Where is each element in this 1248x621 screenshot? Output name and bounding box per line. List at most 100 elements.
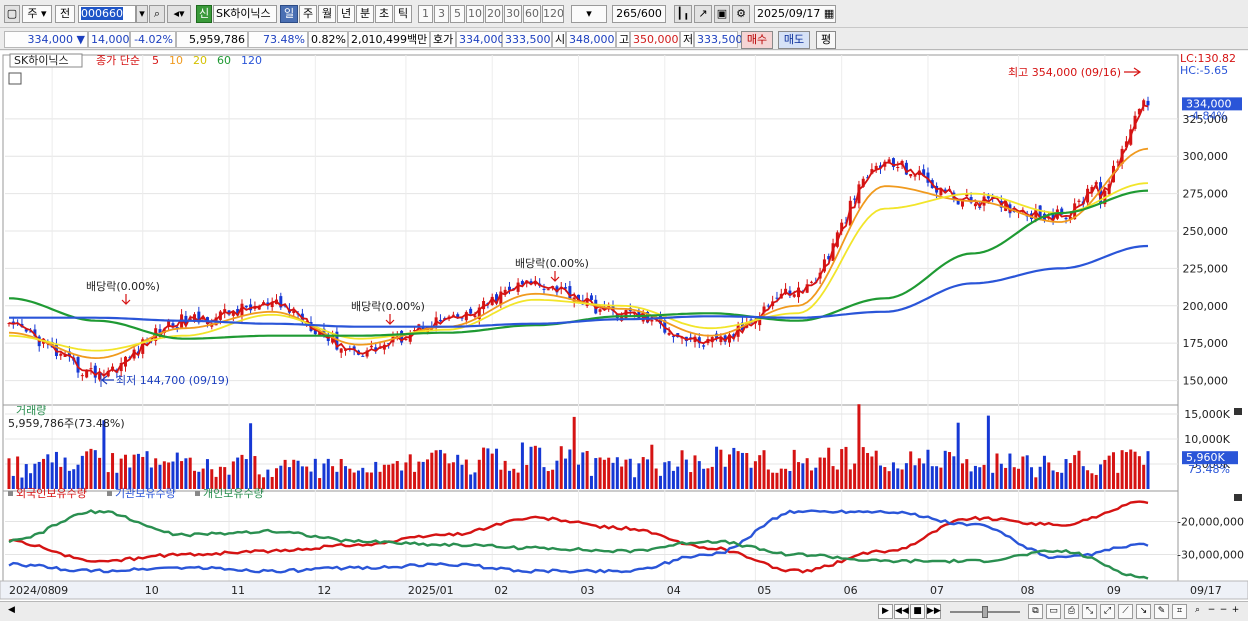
edit-icon[interactable]: ✎ — [1154, 604, 1169, 619]
volume-bar — [624, 459, 628, 489]
scroll-right-icon[interactable]: ▶ — [878, 604, 893, 619]
layout-icon[interactable]: ▢ — [4, 5, 20, 23]
volume-bar — [115, 472, 119, 489]
interval-button-10[interactable]: 10 — [466, 5, 484, 23]
candle — [1086, 188, 1090, 203]
volume-bar — [874, 450, 878, 489]
interval-button-1[interactable]: 1 — [418, 5, 433, 23]
zoom-slider-handle[interactable] — [982, 606, 988, 618]
period-button-1[interactable]: 주 — [299, 5, 317, 23]
volume-bar — [313, 458, 317, 489]
chart-area[interactable]: 2024/08 09 10 11 12 2025/01 02 03 04 05 06 07 08 09 09… — [0, 51, 1248, 601]
date-field[interactable]: 2025/09/17 ▦ — [754, 5, 836, 23]
interval-button-120[interactable]: 120 — [542, 5, 564, 23]
stock-code-input[interactable]: 000660 — [78, 5, 136, 23]
stop-icon[interactable]: ■ — [910, 604, 925, 619]
volume-bar — [577, 464, 580, 489]
zoom-fit-icon[interactable]: ⤢ — [1100, 604, 1115, 619]
scroll-left-icon[interactable]: ◀ — [8, 605, 15, 615]
copy-icon[interactable]: ⧉ — [1028, 604, 1043, 619]
dividend-arrow-icon — [385, 314, 395, 325]
volume-bar — [374, 461, 378, 489]
zoom-search-icon[interactable]: ⌕ — [1194, 605, 1201, 615]
period-button-2[interactable]: 월 — [318, 5, 336, 23]
volume-bar — [72, 469, 76, 489]
volume-bar — [883, 467, 887, 489]
interval-button-3[interactable]: 3 — [434, 5, 449, 23]
zoom-in-icon[interactable]: + — [1231, 605, 1240, 615]
stock-code-value: 000660 — [81, 7, 123, 20]
evaluate-button[interactable]: 평 — [816, 31, 836, 49]
interval-button-20[interactable]: 20 — [485, 5, 503, 23]
x-tick-label: 04 — [667, 584, 681, 597]
interval-button-30[interactable]: 30 — [504, 5, 522, 23]
volume-bar — [136, 453, 140, 489]
interval-button-5[interactable]: 5 — [450, 5, 465, 23]
candle — [809, 281, 813, 283]
chart-svg[interactable]: 2024/08 09 10 11 12 2025/01 02 03 04 05 06 07 08 09 09… — [0, 51, 1248, 601]
sell-button[interactable]: 매도 — [778, 31, 810, 49]
volume-bar — [1068, 463, 1072, 489]
panel-close-icon[interactable] — [1234, 494, 1242, 501]
crop-icon[interactable]: ⌗ — [1172, 604, 1187, 619]
candle — [270, 302, 274, 308]
period-button-4[interactable]: 분 — [356, 5, 374, 23]
volume-bar — [788, 471, 792, 489]
sound-icon[interactable]: ◂▾ — [167, 5, 191, 23]
count-field[interactable]: 265/600 — [612, 5, 666, 23]
ask-price: 334,000 — [456, 31, 505, 48]
period-select[interactable]: 주 ▾ — [22, 5, 52, 23]
volume-bar — [831, 466, 835, 489]
zoom-out-icon[interactable]: − — [1207, 605, 1216, 615]
draw-tool-icon[interactable]: ↗ — [694, 5, 712, 23]
candle-type-icon[interactable]: ┃╻ — [674, 5, 692, 23]
volume-bar — [723, 466, 727, 489]
candle — [1064, 217, 1068, 220]
volume-bar — [154, 458, 158, 489]
volume-bar — [516, 472, 520, 489]
candle — [956, 200, 960, 205]
candle — [1137, 108, 1141, 115]
window-icon[interactable]: ▭ — [1046, 604, 1061, 619]
volume-bar — [63, 457, 67, 489]
volume-bar — [1124, 452, 1128, 489]
scroll-bar[interactable]: ◀ ▶ ◀◀ ■ ▶▶ ⧉ ▭ ⎙ ⤡ ⤢ ⟋ ↘ ✎ ⌗ ⌕ − − + — [0, 601, 1248, 621]
volume-bar — [922, 463, 926, 489]
volume-bar — [710, 466, 714, 489]
candle — [438, 319, 442, 322]
buy-button[interactable]: 매수 — [741, 31, 773, 49]
panel-menu-icon[interactable] — [8, 72, 22, 85]
save-icon[interactable]: ▣ — [714, 5, 730, 23]
candle — [564, 287, 568, 289]
prev-button[interactable]: 전 — [55, 5, 75, 23]
last-page-icon[interactable]: ▶▶ — [926, 604, 941, 619]
arrow-tool-icon[interactable]: ↘ — [1136, 604, 1151, 619]
volume-bar — [1099, 464, 1103, 489]
volume-bar — [973, 465, 977, 489]
period-button-3[interactable]: 년 — [337, 5, 355, 23]
volume-bar — [456, 454, 460, 489]
ma-line-10 — [8, 147, 1149, 360]
volume-bar — [835, 469, 839, 489]
gear-icon[interactable]: ⚙ — [732, 5, 750, 23]
zoom-minus-icon[interactable]: − — [1219, 605, 1228, 615]
volume-bar — [322, 463, 326, 489]
period-dropdown[interactable]: ▾ — [571, 5, 607, 23]
volume-bar — [520, 442, 524, 489]
volume-bar — [1060, 472, 1064, 489]
search-icon[interactable]: ⌕ — [149, 5, 165, 23]
print-icon[interactable]: ⎙ — [1064, 604, 1079, 619]
interval-button-60[interactable]: 60 — [523, 5, 541, 23]
stock-name[interactable]: SK하이닉스 — [213, 5, 277, 23]
code-dropdown-icon[interactable]: ▾ — [136, 5, 148, 23]
candle — [671, 336, 675, 338]
panel-close-icon[interactable] — [1234, 408, 1242, 415]
period-button-0[interactable]: 일 — [280, 5, 298, 23]
diagonal-tool-icon[interactable]: ⤡ — [1082, 604, 1097, 619]
period-button-6[interactable]: 틱 — [394, 5, 412, 23]
investor-legend-icon — [107, 491, 112, 496]
period-button-5[interactable]: 초 — [375, 5, 393, 23]
first-page-icon[interactable]: ◀◀ — [894, 604, 909, 619]
candle — [598, 309, 602, 312]
line-tool-icon[interactable]: ⟋ — [1118, 604, 1133, 619]
